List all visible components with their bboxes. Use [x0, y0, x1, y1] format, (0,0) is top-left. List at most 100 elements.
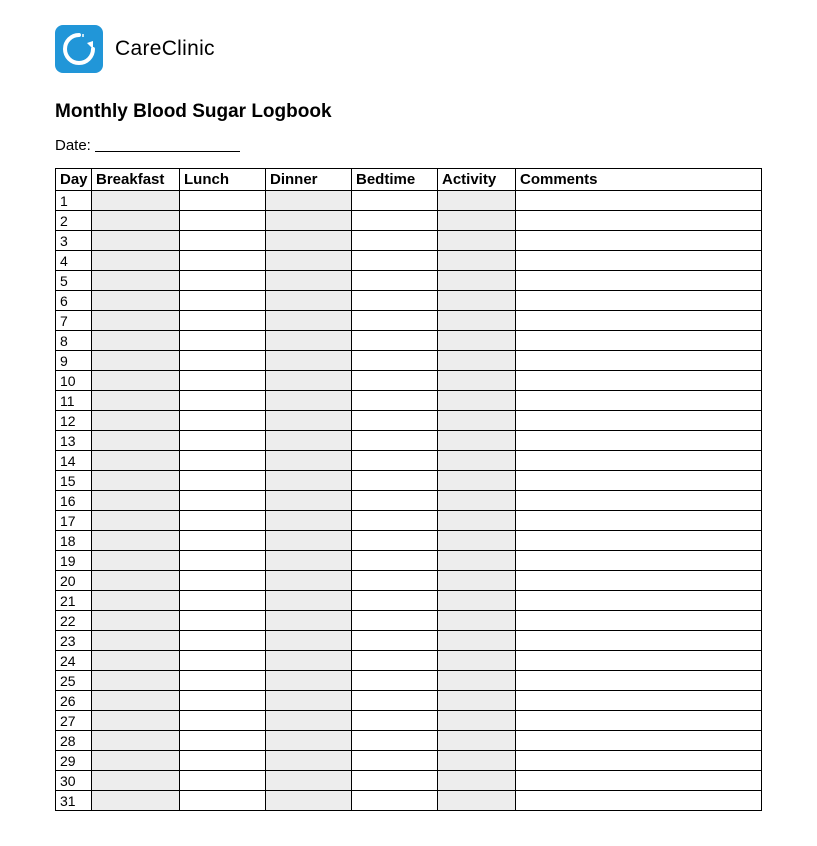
- dinner-cell[interactable]: [266, 571, 352, 591]
- breakfast-cell[interactable]: [92, 431, 180, 451]
- dinner-cell[interactable]: [266, 771, 352, 791]
- bedtime-cell[interactable]: [352, 511, 438, 531]
- lunch-cell[interactable]: [180, 791, 266, 811]
- breakfast-cell[interactable]: [92, 631, 180, 651]
- activity-cell[interactable]: [438, 391, 516, 411]
- bedtime-cell[interactable]: [352, 451, 438, 471]
- activity-cell[interactable]: [438, 751, 516, 771]
- dinner-cell[interactable]: [266, 671, 352, 691]
- comments-cell[interactable]: [516, 511, 762, 531]
- breakfast-cell[interactable]: [92, 411, 180, 431]
- comments-cell[interactable]: [516, 211, 762, 231]
- dinner-cell[interactable]: [266, 231, 352, 251]
- bedtime-cell[interactable]: [352, 211, 438, 231]
- lunch-cell[interactable]: [180, 711, 266, 731]
- breakfast-cell[interactable]: [92, 751, 180, 771]
- lunch-cell[interactable]: [180, 671, 266, 691]
- comments-cell[interactable]: [516, 311, 762, 331]
- breakfast-cell[interactable]: [92, 491, 180, 511]
- activity-cell[interactable]: [438, 611, 516, 631]
- activity-cell[interactable]: [438, 791, 516, 811]
- bedtime-cell[interactable]: [352, 431, 438, 451]
- comments-cell[interactable]: [516, 551, 762, 571]
- activity-cell[interactable]: [438, 351, 516, 371]
- bedtime-cell[interactable]: [352, 231, 438, 251]
- comments-cell[interactable]: [516, 711, 762, 731]
- dinner-cell[interactable]: [266, 411, 352, 431]
- bedtime-cell[interactable]: [352, 251, 438, 271]
- activity-cell[interactable]: [438, 231, 516, 251]
- dinner-cell[interactable]: [266, 631, 352, 651]
- activity-cell[interactable]: [438, 711, 516, 731]
- lunch-cell[interactable]: [180, 251, 266, 271]
- comments-cell[interactable]: [516, 351, 762, 371]
- bedtime-cell[interactable]: [352, 691, 438, 711]
- bedtime-cell[interactable]: [352, 771, 438, 791]
- comments-cell[interactable]: [516, 391, 762, 411]
- breakfast-cell[interactable]: [92, 791, 180, 811]
- lunch-cell[interactable]: [180, 611, 266, 631]
- lunch-cell[interactable]: [180, 511, 266, 531]
- bedtime-cell[interactable]: [352, 411, 438, 431]
- dinner-cell[interactable]: [266, 751, 352, 771]
- bedtime-cell[interactable]: [352, 191, 438, 211]
- bedtime-cell[interactable]: [352, 591, 438, 611]
- comments-cell[interactable]: [516, 251, 762, 271]
- lunch-cell[interactable]: [180, 571, 266, 591]
- dinner-cell[interactable]: [266, 291, 352, 311]
- dinner-cell[interactable]: [266, 651, 352, 671]
- dinner-cell[interactable]: [266, 391, 352, 411]
- activity-cell[interactable]: [438, 731, 516, 751]
- lunch-cell[interactable]: [180, 271, 266, 291]
- lunch-cell[interactable]: [180, 331, 266, 351]
- activity-cell[interactable]: [438, 331, 516, 351]
- lunch-cell[interactable]: [180, 531, 266, 551]
- comments-cell[interactable]: [516, 751, 762, 771]
- dinner-cell[interactable]: [266, 511, 352, 531]
- dinner-cell[interactable]: [266, 491, 352, 511]
- dinner-cell[interactable]: [266, 431, 352, 451]
- comments-cell[interactable]: [516, 191, 762, 211]
- breakfast-cell[interactable]: [92, 591, 180, 611]
- breakfast-cell[interactable]: [92, 671, 180, 691]
- comments-cell[interactable]: [516, 371, 762, 391]
- breakfast-cell[interactable]: [92, 331, 180, 351]
- comments-cell[interactable]: [516, 231, 762, 251]
- activity-cell[interactable]: [438, 211, 516, 231]
- dinner-cell[interactable]: [266, 591, 352, 611]
- activity-cell[interactable]: [438, 551, 516, 571]
- comments-cell[interactable]: [516, 671, 762, 691]
- comments-cell[interactable]: [516, 771, 762, 791]
- breakfast-cell[interactable]: [92, 231, 180, 251]
- lunch-cell[interactable]: [180, 391, 266, 411]
- lunch-cell[interactable]: [180, 351, 266, 371]
- lunch-cell[interactable]: [180, 691, 266, 711]
- comments-cell[interactable]: [516, 731, 762, 751]
- comments-cell[interactable]: [516, 271, 762, 291]
- bedtime-cell[interactable]: [352, 331, 438, 351]
- breakfast-cell[interactable]: [92, 311, 180, 331]
- dinner-cell[interactable]: [266, 451, 352, 471]
- activity-cell[interactable]: [438, 771, 516, 791]
- comments-cell[interactable]: [516, 651, 762, 671]
- comments-cell[interactable]: [516, 491, 762, 511]
- dinner-cell[interactable]: [266, 251, 352, 271]
- breakfast-cell[interactable]: [92, 691, 180, 711]
- bedtime-cell[interactable]: [352, 271, 438, 291]
- breakfast-cell[interactable]: [92, 471, 180, 491]
- comments-cell[interactable]: [516, 531, 762, 551]
- comments-cell[interactable]: [516, 631, 762, 651]
- breakfast-cell[interactable]: [92, 391, 180, 411]
- activity-cell[interactable]: [438, 271, 516, 291]
- activity-cell[interactable]: [438, 451, 516, 471]
- breakfast-cell[interactable]: [92, 351, 180, 371]
- date-input-line[interactable]: [95, 151, 240, 152]
- bedtime-cell[interactable]: [352, 351, 438, 371]
- breakfast-cell[interactable]: [92, 651, 180, 671]
- lunch-cell[interactable]: [180, 431, 266, 451]
- bedtime-cell[interactable]: [352, 311, 438, 331]
- activity-cell[interactable]: [438, 411, 516, 431]
- breakfast-cell[interactable]: [92, 191, 180, 211]
- breakfast-cell[interactable]: [92, 771, 180, 791]
- activity-cell[interactable]: [438, 591, 516, 611]
